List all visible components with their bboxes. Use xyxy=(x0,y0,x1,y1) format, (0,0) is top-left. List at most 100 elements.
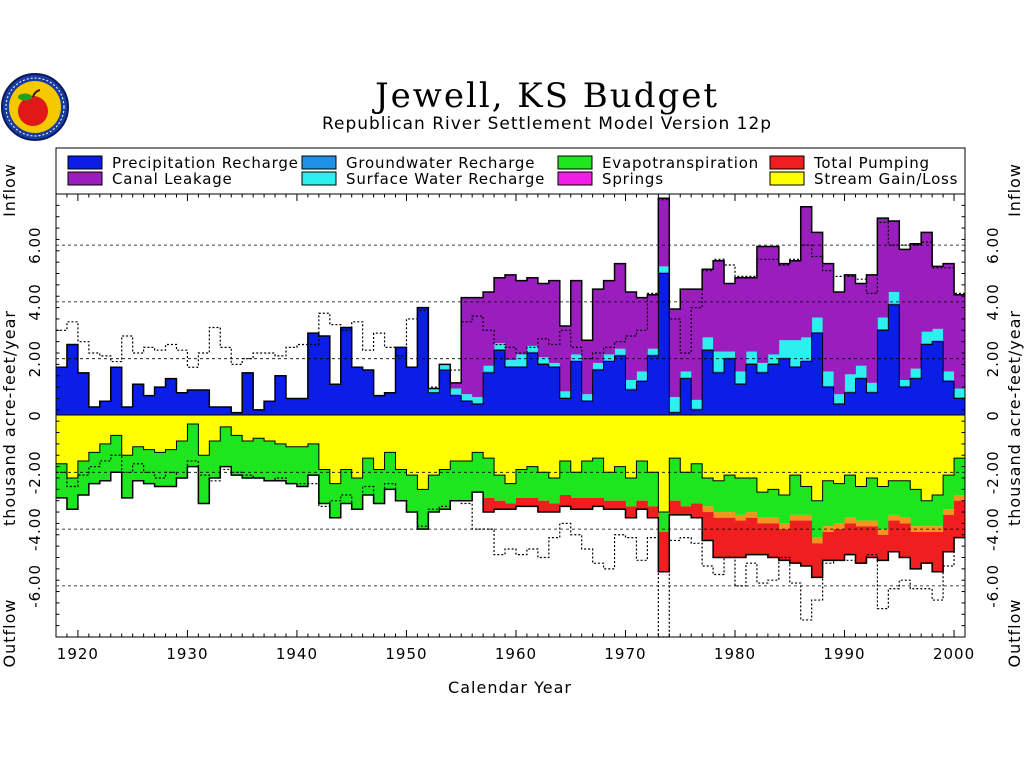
legend-label: Springs xyxy=(602,170,664,188)
bar-segment xyxy=(570,472,583,498)
bar-segment xyxy=(373,415,385,470)
bar-segment xyxy=(165,415,177,450)
bar-segment xyxy=(625,388,637,390)
bar-segment xyxy=(735,382,747,385)
dotted-totals xyxy=(56,199,965,638)
bar-segment xyxy=(570,360,583,362)
y-tick-label-left: 4.00 xyxy=(26,283,44,320)
chart-subtitle: Republican River Settlement Model Versio… xyxy=(322,114,772,134)
bar-segment xyxy=(395,415,407,470)
bar-segment xyxy=(888,520,900,552)
series-total-pumping xyxy=(483,495,966,578)
bar-segment xyxy=(483,372,495,416)
y-tick-label-left: -2.00 xyxy=(26,450,44,494)
bar-segment xyxy=(548,280,561,363)
bar-segment xyxy=(888,480,900,515)
bar-segment xyxy=(603,354,615,361)
bar-segment xyxy=(702,477,714,507)
series-surface-water-recharge xyxy=(428,266,966,412)
bar-segment xyxy=(373,469,385,504)
bar-segment xyxy=(505,365,517,368)
bar-segment xyxy=(417,489,429,530)
bar-segment xyxy=(745,415,758,478)
bar-segment xyxy=(537,364,550,416)
y-axis-outflow-left: Outflow xyxy=(0,599,19,668)
legend-swatch xyxy=(67,155,103,170)
bar-segment xyxy=(154,452,166,487)
stream-outline xyxy=(56,423,965,513)
x-tick-label: 2000 xyxy=(933,645,975,663)
bar-segment xyxy=(680,289,692,372)
bar-segment xyxy=(658,266,670,273)
bar-segment xyxy=(745,517,758,555)
bar-segment xyxy=(505,415,517,484)
bar-segment xyxy=(943,475,955,510)
bar-segment xyxy=(253,415,265,439)
bar-segment xyxy=(724,512,736,518)
x-tick-label: 1980 xyxy=(714,645,756,663)
bar-segment xyxy=(461,460,473,501)
bar-segment xyxy=(505,360,517,366)
bar-segment xyxy=(888,220,900,292)
bar-segment xyxy=(822,480,834,527)
bar-segment xyxy=(483,458,495,498)
bar-segment xyxy=(844,274,856,375)
bar-segment xyxy=(669,411,681,413)
bar-segment xyxy=(450,394,462,396)
bar-segment xyxy=(592,368,604,371)
bar-segment xyxy=(789,514,802,521)
bar-segment xyxy=(713,512,725,518)
bar-segment xyxy=(647,415,659,473)
bar-segment xyxy=(811,232,824,318)
bar-segment xyxy=(855,415,867,487)
bar-segment xyxy=(866,392,878,416)
bar-segment xyxy=(483,415,495,459)
bar-segment xyxy=(943,381,955,416)
bar-segment xyxy=(833,402,845,405)
bar-segment xyxy=(866,391,878,393)
bar-segment xyxy=(614,263,626,349)
bar-segment xyxy=(285,446,298,484)
bar-segment xyxy=(811,333,824,416)
bar-segment xyxy=(176,415,188,442)
bar-segment xyxy=(296,398,309,416)
bar-segment xyxy=(822,385,834,388)
bar-segment xyxy=(636,415,648,461)
bar-segment xyxy=(439,370,451,416)
bar-segment xyxy=(592,458,604,498)
bar-segment xyxy=(921,232,933,332)
bar-segment xyxy=(866,415,878,478)
legend-entry: Groundwater Recharge xyxy=(301,154,534,172)
bar-segment xyxy=(647,348,659,355)
bar-segment xyxy=(264,441,276,481)
x-tick-label: 1950 xyxy=(385,645,427,663)
legend-entry: Springs xyxy=(557,170,664,188)
bar-segment xyxy=(822,263,834,372)
bar-segment xyxy=(800,337,813,361)
bar-segment xyxy=(99,443,112,481)
bar-segment xyxy=(581,497,594,510)
bar-segment xyxy=(735,477,747,515)
bar-segment xyxy=(833,529,845,561)
bar-segment xyxy=(526,351,539,354)
gridlines xyxy=(56,244,965,587)
bar-segment xyxy=(187,424,199,467)
y-tick-label-left: 0 xyxy=(26,410,44,421)
bar-segment xyxy=(472,404,484,416)
bar-segment xyxy=(581,401,594,416)
bar-segment xyxy=(165,449,177,487)
y-tick-label-left: 6.00 xyxy=(26,226,44,263)
bar-segment xyxy=(932,415,944,496)
bar-segment xyxy=(954,294,966,389)
bar-segment xyxy=(275,415,287,444)
bar-segment xyxy=(559,391,572,398)
bar-segment xyxy=(439,364,451,371)
bar-segment xyxy=(428,388,440,393)
bar-segment xyxy=(724,357,736,359)
bar-segment xyxy=(187,389,199,416)
bar-segment xyxy=(713,260,725,352)
bar-segment xyxy=(735,277,747,372)
bar-segment xyxy=(932,328,944,341)
bar-segment xyxy=(756,362,769,372)
bar-segment xyxy=(494,350,506,416)
